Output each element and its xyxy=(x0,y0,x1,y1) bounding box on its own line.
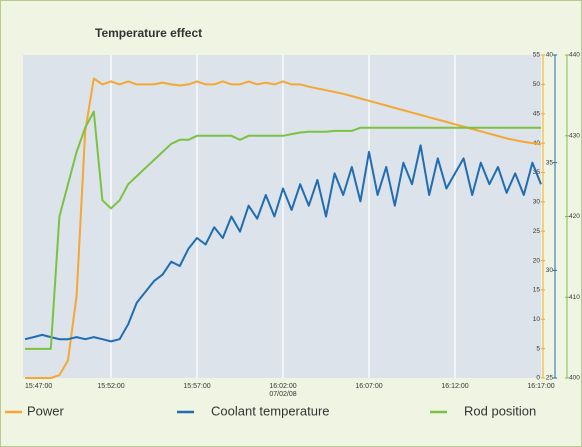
series-line xyxy=(25,77,542,379)
y-tick-label: 420 xyxy=(569,213,580,220)
legend-label: Power xyxy=(27,403,65,418)
y-tick-label: 10 xyxy=(533,316,541,323)
y-tick-label: 55 xyxy=(533,52,541,59)
y-tick-label: 40 xyxy=(546,52,554,59)
y-tick-label: 440 xyxy=(569,52,580,59)
y-tick-label: 5 xyxy=(536,345,540,352)
date-annotation: 07/02/08 xyxy=(269,391,296,398)
x-tick-label: 15:57:00 xyxy=(183,383,210,390)
plot-area xyxy=(23,55,541,378)
y-tick-label: 430 xyxy=(569,132,580,139)
series-line xyxy=(24,144,542,343)
x-tick-label: 16:02:00 xyxy=(269,383,296,390)
chart-title: Temperature effect xyxy=(95,26,202,40)
x-tick-label: 16:12:00 xyxy=(441,383,468,390)
y-tick-label: 25 xyxy=(533,228,541,235)
y-tick-label: 410 xyxy=(569,294,580,301)
x-tick-label: 15:47:00 xyxy=(25,383,52,390)
x-tick-label: 15:52:00 xyxy=(97,383,124,390)
x-tick-label: 16:17:00 xyxy=(527,383,554,390)
series-line xyxy=(25,110,541,350)
y-tick-label: 400 xyxy=(569,375,580,382)
legend-label: Rod position xyxy=(464,403,536,418)
y-tick-label: 15 xyxy=(533,287,541,294)
y-tick-label: 45 xyxy=(533,110,541,117)
y-tick-label: 30 xyxy=(533,199,541,206)
y-tick-label: 0 xyxy=(536,375,540,382)
legend-label: Coolant temperature xyxy=(211,403,330,418)
x-tick-label: 16:07:00 xyxy=(355,383,382,390)
y-tick-label: 20 xyxy=(533,257,541,264)
y-tick-label: 25 xyxy=(546,375,554,382)
y-tick-label: 30 xyxy=(546,267,554,274)
y-tick-label: 35 xyxy=(546,159,554,166)
y-tick-label: 50 xyxy=(533,81,541,88)
